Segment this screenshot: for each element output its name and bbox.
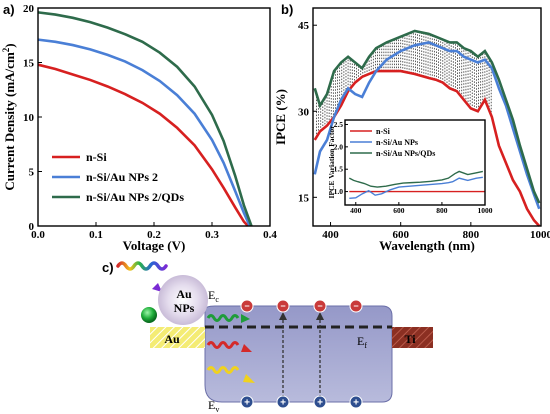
b-series-line-2 [313,29,541,204]
au-nanoparticle [158,275,208,325]
electron-1 [276,299,290,313]
inset-y-tick-label: 2.5 [334,120,344,129]
panel-a-jv-chart: a) 0.0 0.1 0.2 0.3 0.4 0 5 10 15 20 Voltage (V) C… [1,2,277,253]
yellow-photon-arrowhead [243,374,255,383]
carrier-arrow-2 [316,312,324,320]
b-y-tick-label: 30 [298,106,310,118]
ti-contact-label: Ti [404,332,416,346]
inset-x-tick-label: 1000 [478,206,493,215]
silicon-band-region [204,305,393,403]
au-contact [150,327,205,348]
inset-y-tick-label: 2.0 [334,142,344,151]
electron-2 [313,299,327,313]
ti-contact [392,327,433,348]
panel-a-y-axis-label: Current Density (mA/cm2) [1,43,17,190]
b-series-line-1 [313,41,541,210]
b-series-line-0 [313,69,541,227]
electron-0 [240,299,254,313]
conduction-band-label: Ec [208,288,219,304]
a-y-tick-label: 0 [29,221,35,233]
panel-b-y-axis-label: IPCE (%) [273,89,288,145]
incident-light-arrowhead [152,283,162,292]
panel-a-label: a) [3,2,15,17]
incident-light-wave [116,261,168,271]
a-y-tick-label: 5 [29,167,35,179]
red-photon-arrowhead [241,344,252,352]
b-y-tick-label: 45 [298,20,310,32]
a-y-tick-label: 20 [23,3,35,15]
inset-legend-label: n-Si/Au NPs/QDs [376,149,435,158]
panel-c-band-diagram: c) Au Ti Au NPs Ec [102,260,433,414]
a-x-tick-label: 0.1 [89,229,103,241]
hole-sign: + [353,398,359,409]
panel-c-label: c) [102,260,114,275]
hole-2 [313,395,327,409]
electron-sign: − [353,301,358,311]
inset-y-tick-label: 1.0 [334,187,344,196]
b-x-tick-label: 1000 [530,229,550,241]
a-series-line-1 [37,38,251,227]
b-x-tick-label: 600 [392,229,409,241]
hole-3 [349,395,363,409]
red-photon-wave [206,341,240,349]
yellow-photon-wave [206,366,240,374]
au-nps-label-line1: Au [176,287,192,301]
panel-b-axes-frame [312,7,542,227]
panel-b-x-axis-label: Wavelength (nm) [379,238,475,253]
hole-1 [276,395,290,409]
carrier-arrow-1 [279,312,287,320]
inset-series-line-1 [349,176,483,199]
quantum-dot [141,307,157,323]
a-series-line-0 [37,63,249,227]
inset-x-tick-label: 800 [436,206,448,215]
panel-b-label: b) [281,2,293,17]
a-legend-label: n-Si [86,150,107,164]
hole-sign: + [280,398,286,409]
b-y-tick-label: 15 [298,192,310,204]
a-y-tick-label: 15 [23,58,35,70]
au-contact-label: Au [164,332,180,346]
valence-band-label: Ev [208,398,219,414]
hole-0 [240,395,254,409]
electron-sign: − [280,301,285,311]
inset-series-line-2 [348,170,483,188]
inset-x-tick-label: 600 [393,206,405,215]
inset-y-tick-label: 1.5 [334,165,344,174]
green-photon-wave [206,314,240,322]
a-y-tick-label: 10 [23,112,35,124]
a-x-tick-label: 0.2 [147,229,161,241]
inset-x-tick-label: 400 [350,206,362,215]
a-x-tick-label: 0.0 [31,229,45,241]
inset-axes-frame [344,119,486,206]
a-x-tick-label: 0.3 [205,229,219,241]
hole-sign: + [317,398,323,409]
a-series-line-2 [37,11,253,227]
fermi-level-label: Ef [357,334,367,350]
inset-legend-label: n-Si/Au NPs [376,138,418,147]
a-legend-label: n-Si/Au NPs 2/QDs [86,190,184,204]
b-x-tick-label: 400 [322,229,339,241]
panel-b-ipce-chart: b) 400 600 800 1000 15 30 45 Wavelength (nm) I… [273,2,550,253]
hole-sign: + [244,398,250,409]
panel-a-x-axis-label: Voltage (V) [123,238,186,253]
inset-y-axis-label: IPCE Variation Factor [327,125,336,199]
panel-b-inset: 400 600 800 1000 1.0 1.5 2.0 2.5 IPCE Variation… [327,119,493,215]
electron-sign: − [317,301,322,311]
green-photon-arrowhead [241,314,250,323]
a-x-tick-label: 0.4 [263,229,277,241]
au-nps-label-line2: NPs [174,301,195,315]
inset-legend-label: n-Si [376,127,391,136]
a-legend-label: n-Si/Au NPs 2 [86,170,158,184]
electron-3 [349,299,363,313]
b-x-tick-label: 800 [463,229,480,241]
electron-sign: − [244,301,249,311]
